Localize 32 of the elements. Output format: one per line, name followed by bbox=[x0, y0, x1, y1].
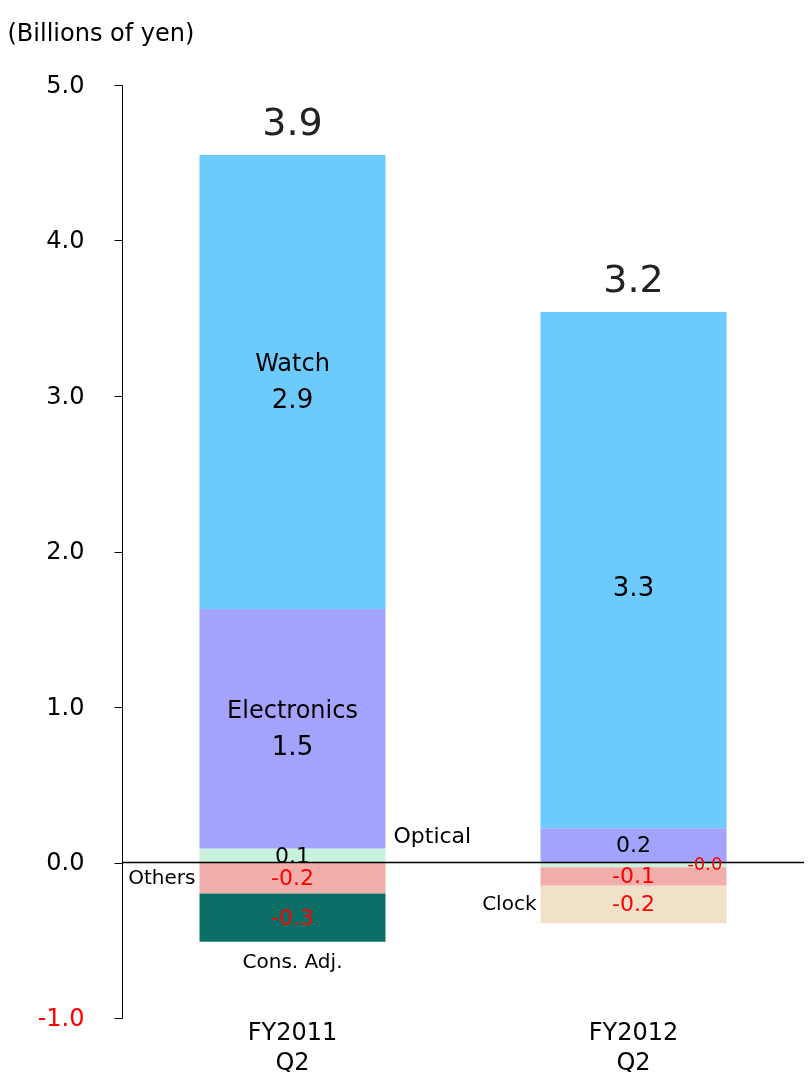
total-label: 3.2 bbox=[603, 257, 664, 302]
series-label: Cons. Adj. bbox=[242, 948, 343, 973]
data-label: -0.1 bbox=[612, 863, 655, 889]
bar bbox=[199, 609, 386, 849]
data-label: 1.5 bbox=[271, 730, 314, 761]
series-label: Clock bbox=[482, 891, 537, 916]
y-tick-label: -1.0 bbox=[37, 1003, 85, 1032]
series-label: Optical bbox=[393, 822, 472, 848]
y-tick-label: 0.0 bbox=[46, 848, 85, 876]
data-label: 2.9 bbox=[271, 384, 314, 415]
series-label: Watch bbox=[255, 349, 330, 378]
y-tick-label: 1.0 bbox=[46, 692, 85, 721]
total-label: 3.9 bbox=[262, 99, 323, 144]
bar bbox=[540, 312, 727, 829]
bar bbox=[199, 893, 386, 942]
data-label: 3.3 bbox=[612, 572, 655, 603]
x-tick-label: FY2012 Q2 bbox=[588, 1017, 679, 1072]
y-tick-label: 4.0 bbox=[46, 226, 85, 254]
series-label: Others bbox=[128, 865, 196, 890]
series-label: Electronics bbox=[227, 695, 358, 724]
bar bbox=[540, 885, 727, 924]
data-label: -0.3 bbox=[271, 904, 314, 930]
data-label: 0.2 bbox=[616, 832, 651, 858]
y-tick-label: 2.0 bbox=[46, 537, 85, 565]
data-label: -0.2 bbox=[612, 891, 655, 917]
y-tick-label: 3.0 bbox=[46, 381, 85, 410]
data-label: -0.2 bbox=[271, 865, 314, 891]
bar bbox=[199, 154, 386, 610]
y-tick-label: 5.0 bbox=[46, 70, 85, 99]
x-tick-label: FY2011 Q2 bbox=[247, 1017, 338, 1072]
y-axis-title: (Billions of yen) bbox=[7, 18, 195, 47]
bar bbox=[199, 862, 386, 894]
